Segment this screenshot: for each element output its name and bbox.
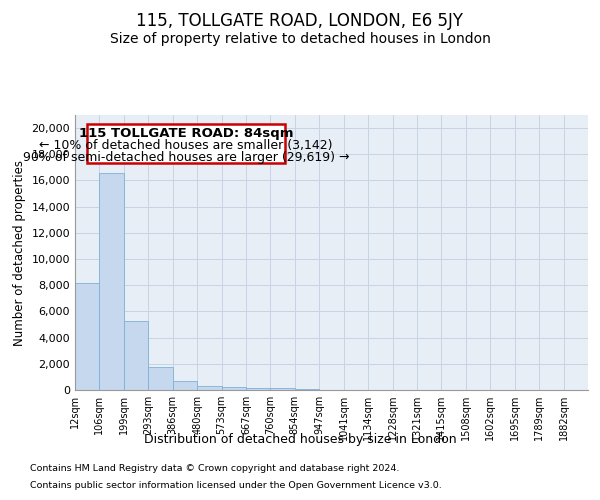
Text: 115, TOLLGATE ROAD, LONDON, E6 5JY: 115, TOLLGATE ROAD, LONDON, E6 5JY xyxy=(137,12,464,30)
Text: Contains HM Land Registry data © Crown copyright and database right 2024.: Contains HM Land Registry data © Crown c… xyxy=(30,464,400,473)
Text: 115 TOLLGATE ROAD: 84sqm: 115 TOLLGATE ROAD: 84sqm xyxy=(79,127,293,140)
Bar xyxy=(246,388,271,390)
Bar xyxy=(124,320,148,390)
Bar xyxy=(173,381,197,390)
Text: Size of property relative to detached houses in London: Size of property relative to detached ho… xyxy=(110,32,490,46)
Bar xyxy=(271,388,295,390)
Bar xyxy=(221,387,246,390)
Text: ← 10% of detached houses are smaller (3,142): ← 10% of detached houses are smaller (3,… xyxy=(40,138,333,151)
Text: Distribution of detached houses by size in London: Distribution of detached houses by size … xyxy=(143,432,457,446)
Bar xyxy=(295,388,319,390)
Text: 90% of semi-detached houses are larger (29,619) →: 90% of semi-detached houses are larger (… xyxy=(23,150,349,164)
Bar xyxy=(75,284,100,390)
Bar xyxy=(100,172,124,390)
Bar xyxy=(148,367,173,390)
FancyBboxPatch shape xyxy=(87,124,285,164)
Y-axis label: Number of detached properties: Number of detached properties xyxy=(13,160,26,346)
Text: Contains public sector information licensed under the Open Government Licence v3: Contains public sector information licen… xyxy=(30,481,442,490)
Bar xyxy=(197,386,221,390)
